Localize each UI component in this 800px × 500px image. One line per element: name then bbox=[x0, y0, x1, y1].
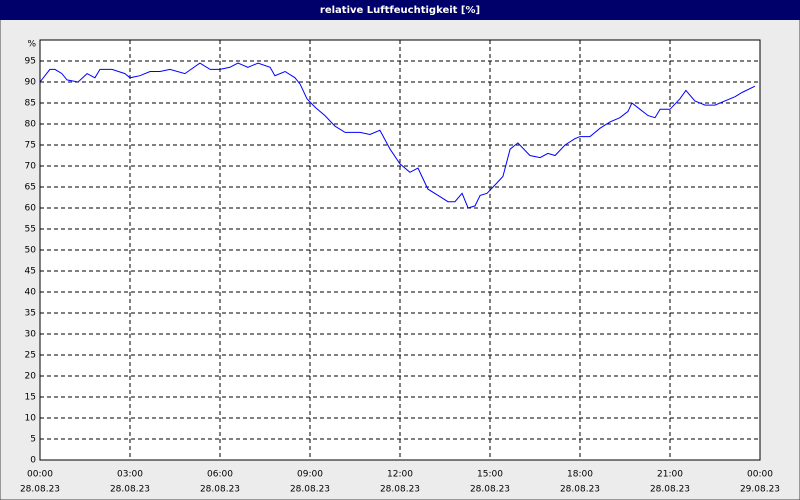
y-tick-label: 15 bbox=[25, 393, 36, 403]
data-line bbox=[39, 62, 756, 209]
x-tick-label: 03:00 bbox=[117, 470, 143, 480]
y-tick-label: 45 bbox=[25, 267, 36, 277]
plot-border bbox=[39, 39, 761, 461]
y-tick-label: 75 bbox=[25, 141, 36, 151]
x-tick-date: 28.08.23 bbox=[110, 485, 150, 495]
x-tick-date: 28.08.23 bbox=[560, 485, 600, 495]
y-tick-label: 70 bbox=[25, 162, 37, 172]
x-tick-label: 09:00 bbox=[297, 470, 323, 480]
y-tick-label: 55 bbox=[25, 225, 36, 235]
y-tick-label: 95 bbox=[25, 57, 36, 67]
x-tick-date: 28.08.23 bbox=[650, 485, 690, 495]
y-tick-label: 40 bbox=[25, 288, 37, 298]
y-tick-label: 30 bbox=[25, 330, 37, 340]
x-tick-date: 28.08.23 bbox=[380, 485, 420, 495]
y-tick-label: 90 bbox=[25, 78, 37, 88]
x-tick-label: 18:00 bbox=[567, 470, 593, 480]
y-tick-label: 5 bbox=[30, 435, 36, 445]
y-tick-label: 80 bbox=[25, 120, 37, 130]
y-tick-label: 50 bbox=[25, 246, 37, 256]
x-tick-label: 12:00 bbox=[387, 470, 413, 480]
y-tick-label: 65 bbox=[25, 183, 36, 193]
x-tick-label: 06:00 bbox=[207, 470, 233, 480]
y-tick-label: 60 bbox=[25, 204, 37, 214]
x-tick-label: 00:00 bbox=[747, 470, 773, 480]
y-tick-label: 35 bbox=[25, 309, 36, 319]
y-tick-label: 20 bbox=[25, 372, 37, 382]
x-tick-date: 28.08.23 bbox=[20, 485, 60, 495]
y-tick-label: 10 bbox=[25, 414, 37, 424]
x-tick-label: 00:00 bbox=[27, 470, 53, 480]
x-tick-date: 28.08.23 bbox=[290, 485, 330, 495]
x-tick-date: 29.08.23 bbox=[740, 485, 780, 495]
x-tick-date: 28.08.23 bbox=[200, 485, 240, 495]
x-tick-date: 28.08.23 bbox=[470, 485, 510, 495]
y-tick-label: 25 bbox=[25, 351, 36, 361]
x-tick-label: 21:00 bbox=[657, 470, 683, 480]
title-bar bbox=[0, 0, 800, 20]
y-axis-label: % bbox=[27, 40, 36, 50]
y-tick-label: 85 bbox=[25, 99, 36, 109]
y-tick-label: 0 bbox=[30, 456, 36, 466]
x-tick-label: 15:00 bbox=[477, 470, 503, 480]
chart-title: relative Luftfeuchtigkeit [%] bbox=[320, 5, 480, 16]
